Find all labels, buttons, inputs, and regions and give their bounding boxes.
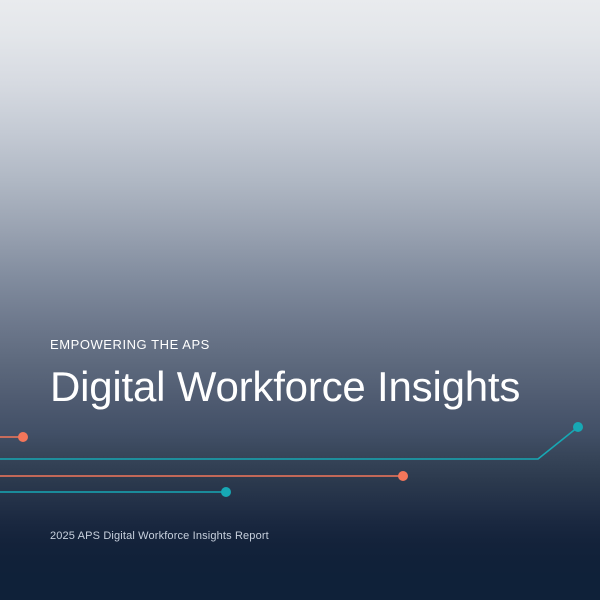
teal-rising-line-end-dot: [573, 422, 583, 432]
coral-long-line-end-dot: [398, 471, 408, 481]
cover-text-block: EMPOWERING THE APS Digital Workforce Ins…: [50, 336, 570, 412]
cover-eyebrow: EMPOWERING THE APS: [50, 337, 210, 352]
coral-short-line-end-dot: [18, 432, 28, 442]
teal-rising-line: [0, 426, 579, 460]
teal-short-line-end-dot: [221, 487, 231, 497]
cover-footer-caption: 2025 APS Digital Workforce Insights Repo…: [50, 530, 269, 542]
page-title: Digital Workforce Insights: [50, 363, 521, 410]
